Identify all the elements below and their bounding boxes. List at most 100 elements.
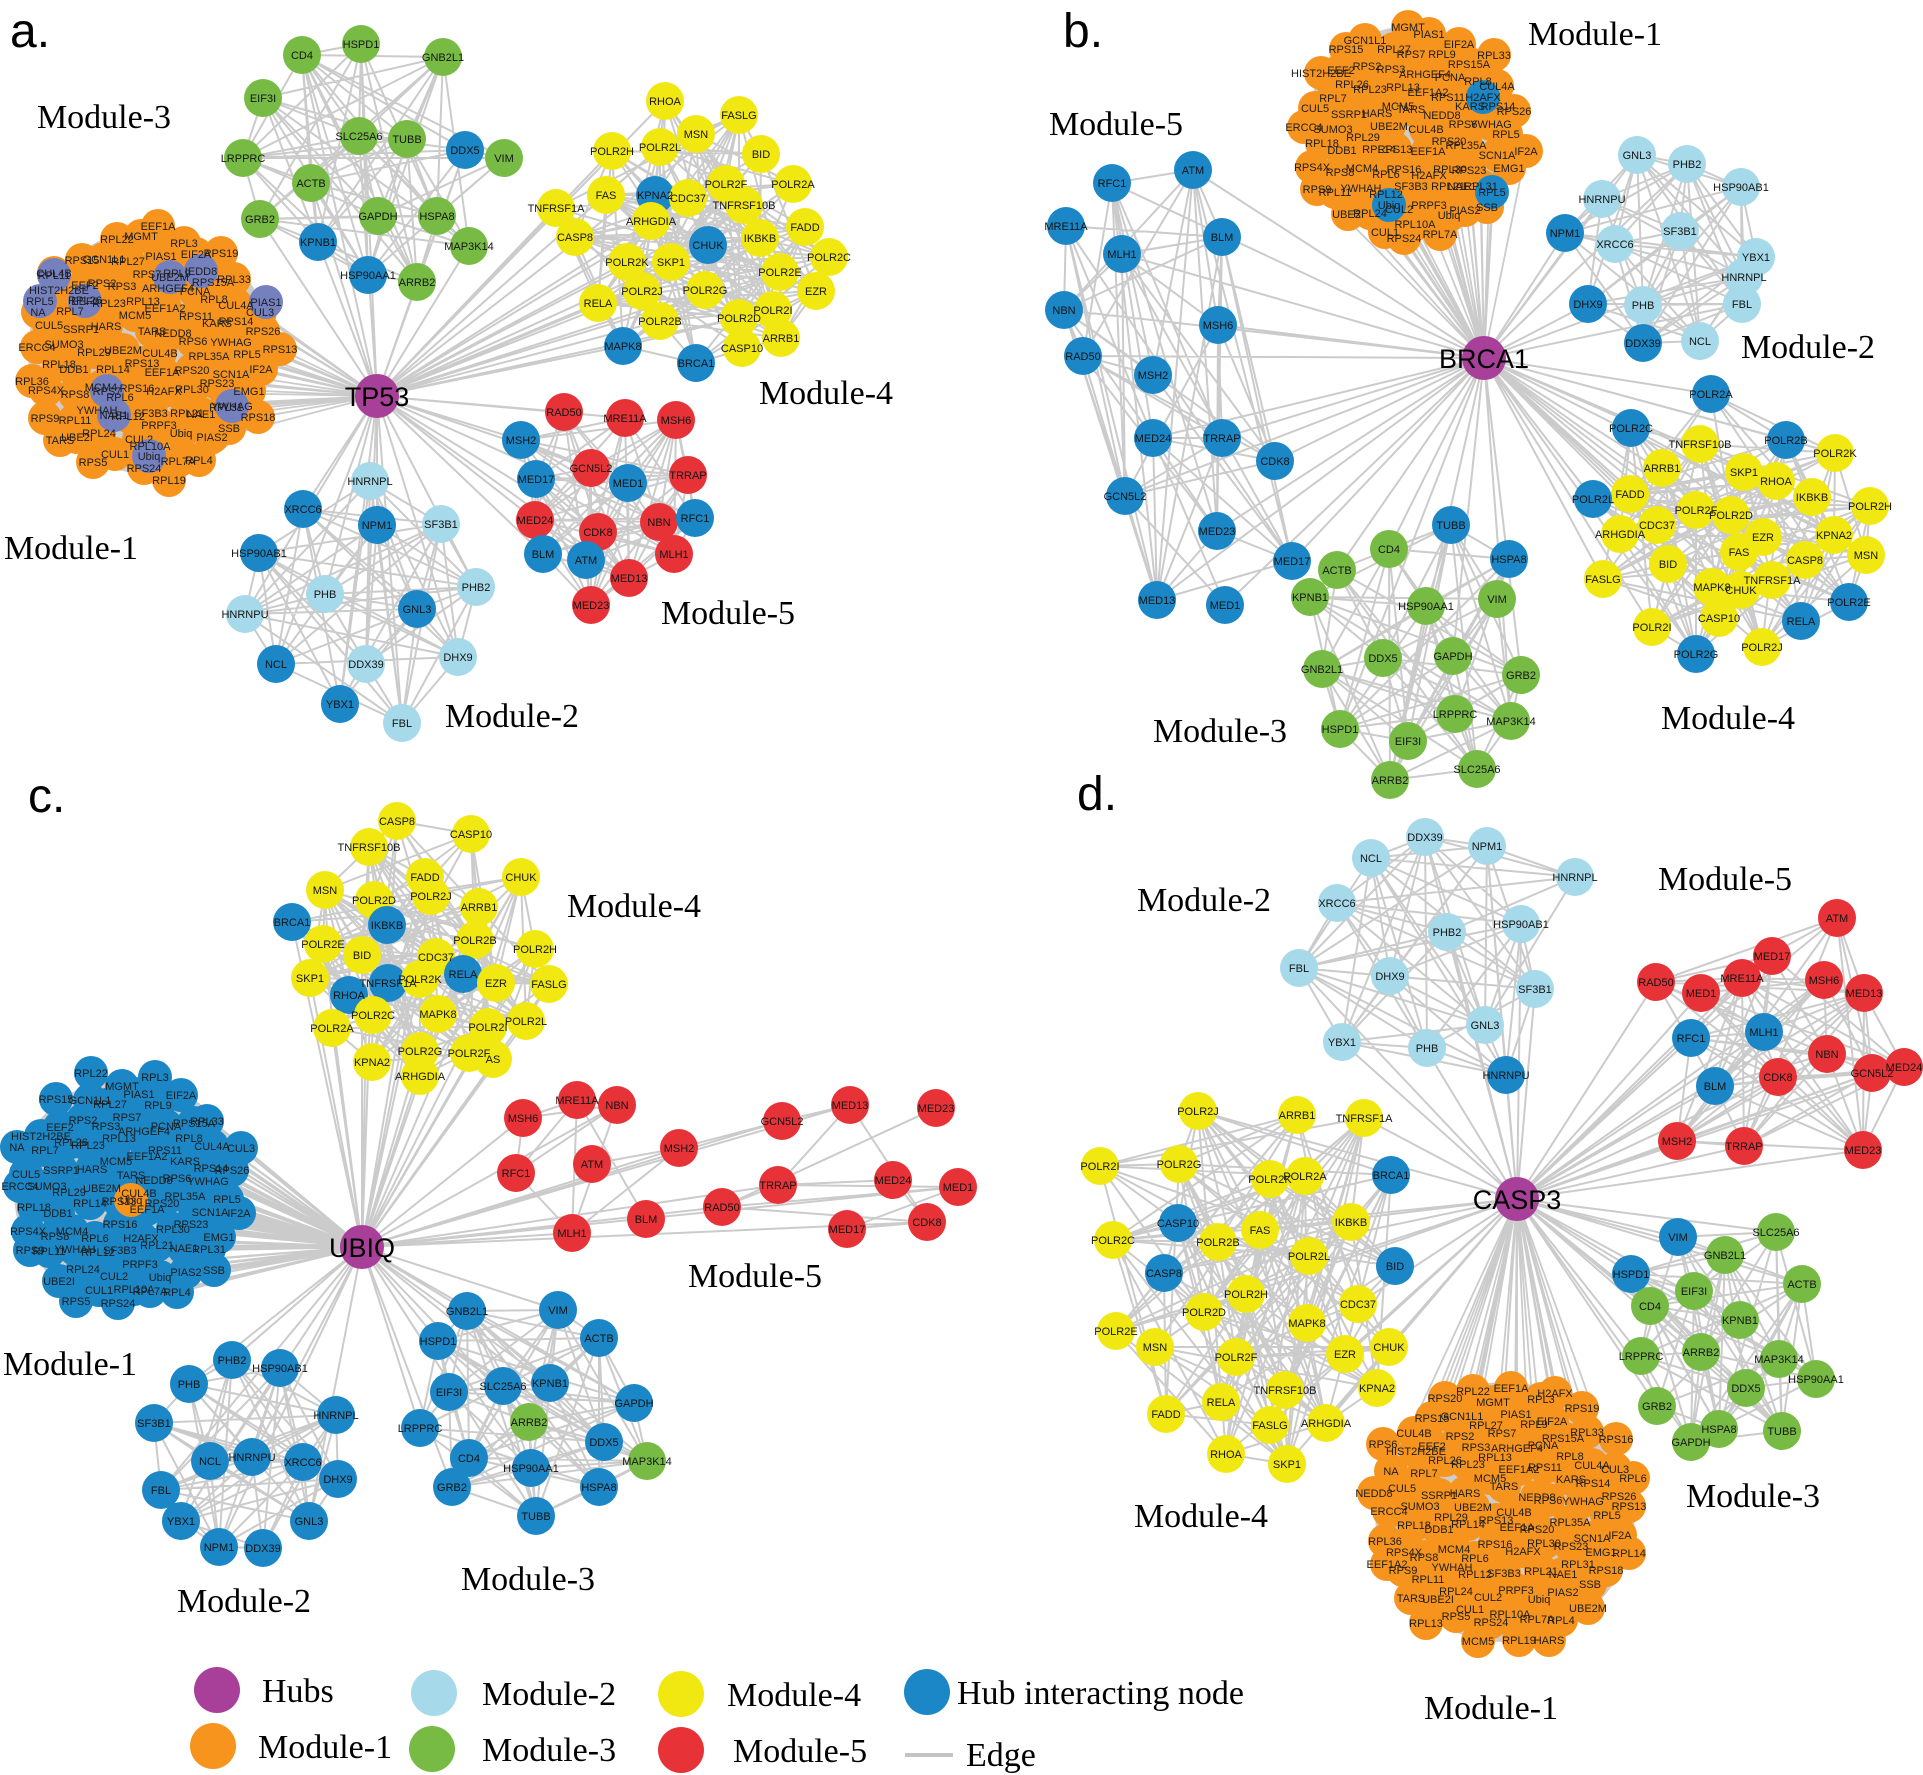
svg-text:HIST2H2BE: HIST2H2BE [1386, 1446, 1446, 1458]
svg-text:Edge: Edge [966, 1737, 1036, 1774]
svg-text:RPS8: RPS8 [41, 1231, 70, 1243]
svg-text:EZR: EZR [1752, 532, 1774, 544]
svg-text:HSPD1: HSPD1 [343, 39, 380, 51]
svg-text:H2AFX: H2AFX [1465, 92, 1501, 104]
svg-text:Ubiq: Ubiq [1438, 210, 1461, 222]
svg-text:TUBB: TUBB [521, 1511, 550, 1523]
svg-text:FASLG: FASLG [531, 979, 566, 991]
svg-text:PHB2: PHB2 [218, 1355, 247, 1367]
svg-text:POLR2J: POLR2J [1741, 642, 1783, 654]
svg-text:Module-1: Module-1 [1424, 1690, 1558, 1727]
svg-text:RPS26: RPS26 [1602, 1491, 1637, 1503]
svg-text:RPL5: RPL5 [26, 296, 54, 308]
svg-text:ACTB: ACTB [296, 178, 325, 190]
svg-text:TNFRSF10B: TNFRSF10B [338, 842, 401, 854]
svg-text:MED23: MED23 [1845, 1145, 1882, 1157]
svg-text:EEF1A: EEF1A [1500, 1522, 1536, 1534]
svg-text:Module-1: Module-1 [1528, 16, 1662, 53]
svg-text:SF3B1: SF3B1 [1518, 984, 1552, 996]
svg-text:CASP8: CASP8 [557, 232, 593, 244]
svg-text:MAPK8: MAPK8 [419, 1009, 456, 1021]
svg-text:HSP90AB1: HSP90AB1 [252, 1363, 308, 1375]
svg-text:RELA: RELA [1787, 616, 1816, 628]
svg-text:EEF2: EEF2 [71, 280, 99, 292]
svg-text:PIAS1: PIAS1 [1500, 1409, 1531, 1421]
svg-text:RPS23: RPS23 [200, 378, 235, 390]
svg-text:HIST2H2BE: HIST2H2BE [1291, 68, 1351, 80]
svg-text:POLR2G: POLR2G [398, 1046, 443, 1058]
svg-text:RPL30: RPL30 [1527, 1538, 1561, 1550]
svg-text:RPL9: RPL9 [1428, 49, 1456, 61]
svg-text:ARHGDIA: ARHGDIA [626, 216, 677, 228]
svg-text:GNB2L1: GNB2L1 [422, 52, 464, 64]
svg-text:GRB2: GRB2 [437, 1482, 467, 1494]
svg-text:MED1: MED1 [1686, 988, 1717, 1000]
svg-text:MGMT: MGMT [1476, 1397, 1510, 1409]
svg-text:NA: NA [9, 1142, 25, 1154]
svg-text:POLR2H: POLR2H [513, 944, 557, 956]
svg-text:RPS2: RPS2 [1446, 1431, 1475, 1443]
svg-text:RPS13: RPS13 [102, 1196, 137, 1208]
svg-text:MED23: MED23 [1199, 526, 1236, 538]
svg-text:ARHGDIA: ARHGDIA [1595, 529, 1646, 541]
svg-text:SUMO3: SUMO3 [1313, 124, 1352, 136]
svg-text:RPL5: RPL5 [1593, 1510, 1621, 1522]
svg-text:RPS4X: RPS4X [1294, 162, 1331, 174]
svg-text:GCN5L2: GCN5L2 [570, 463, 613, 475]
svg-text:SLC25A6: SLC25A6 [479, 1381, 526, 1393]
svg-text:RPS26: RPS26 [246, 326, 281, 338]
svg-text:Module-3: Module-3 [461, 1561, 595, 1598]
svg-text:PRPF3: PRPF3 [1498, 1585, 1533, 1597]
svg-text:RPL11: RPL11 [38, 270, 71, 282]
svg-text:RPL12: RPL12 [81, 1247, 115, 1259]
svg-text:PCNA: PCNA [151, 1121, 182, 1133]
svg-text:PHB: PHB [314, 589, 337, 601]
svg-text:EEF2: EEF2 [71, 296, 99, 308]
svg-text:ATM: ATM [575, 555, 597, 567]
svg-text:GCN1L1: GCN1L1 [83, 254, 126, 266]
svg-text:POLR2D: POLR2D [1709, 510, 1753, 522]
svg-text:ARHGDIA: ARHGDIA [395, 1071, 446, 1083]
svg-text:Hub interacting node: Hub interacting node [957, 1675, 1244, 1712]
svg-text:ARRB1: ARRB1 [1279, 1110, 1316, 1122]
svg-text:HNRNPL: HNRNPL [1721, 272, 1766, 284]
svg-text:BID: BID [1659, 559, 1677, 571]
svg-text:GRB2: GRB2 [1506, 670, 1536, 682]
svg-text:CASP8: CASP8 [1787, 555, 1823, 567]
svg-text:POLR2G: POLR2G [1674, 649, 1719, 661]
svg-text:EIF3I: EIF3I [1681, 1286, 1707, 1298]
svg-text:RPL11: RPL11 [33, 1246, 66, 1258]
svg-text:RPL21: RPL21 [170, 408, 204, 420]
svg-text:PCNA: PCNA [1528, 1440, 1559, 1452]
svg-text:CD4: CD4 [1378, 544, 1400, 556]
svg-text:RAD50: RAD50 [704, 1202, 739, 1214]
svg-text:HSP90AB1: HSP90AB1 [1713, 182, 1769, 194]
svg-text:KPNB1: KPNB1 [532, 1378, 568, 1390]
svg-text:MSH2: MSH2 [1662, 1136, 1693, 1148]
svg-text:RPS11: RPS11 [148, 1145, 182, 1157]
svg-text:RAD50: RAD50 [1638, 977, 1673, 989]
svg-text:RPL23: RPL23 [92, 298, 126, 310]
svg-text:RPS26: RPS26 [215, 1165, 250, 1177]
svg-text:RPL30: RPL30 [175, 384, 209, 396]
svg-text:MED24: MED24 [1135, 433, 1172, 445]
svg-text:RPS7: RPS7 [93, 386, 122, 398]
svg-text:H2AFX: H2AFX [1411, 170, 1447, 182]
svg-text:POLR2B: POLR2B [453, 935, 496, 947]
svg-text:HSPD1: HSPD1 [1613, 1269, 1650, 1281]
svg-text:CUL5: CUL5 [35, 320, 63, 332]
svg-text:YBX1: YBX1 [326, 699, 354, 711]
svg-text:SSRP1: SSRP1 [63, 324, 99, 336]
svg-text:MSN: MSN [1143, 1342, 1168, 1354]
svg-text:POLR2J: POLR2J [410, 891, 452, 903]
svg-text:GNL3: GNL3 [295, 1516, 324, 1528]
svg-text:RPS4X: RPS4X [28, 385, 65, 397]
svg-text:NEDD8: NEDD8 [135, 1175, 172, 1187]
svg-text:MED13: MED13 [832, 1100, 869, 1112]
svg-text:CASP10: CASP10 [450, 829, 492, 841]
svg-text:Module-2: Module-2 [482, 1676, 616, 1713]
svg-text:MCM4: MCM4 [56, 1226, 88, 1238]
svg-text:RPL10A: RPL10A [130, 441, 172, 453]
svg-text:POLR2G: POLR2G [1157, 1159, 1202, 1171]
svg-text:RPS6: RPS6 [1449, 119, 1478, 131]
